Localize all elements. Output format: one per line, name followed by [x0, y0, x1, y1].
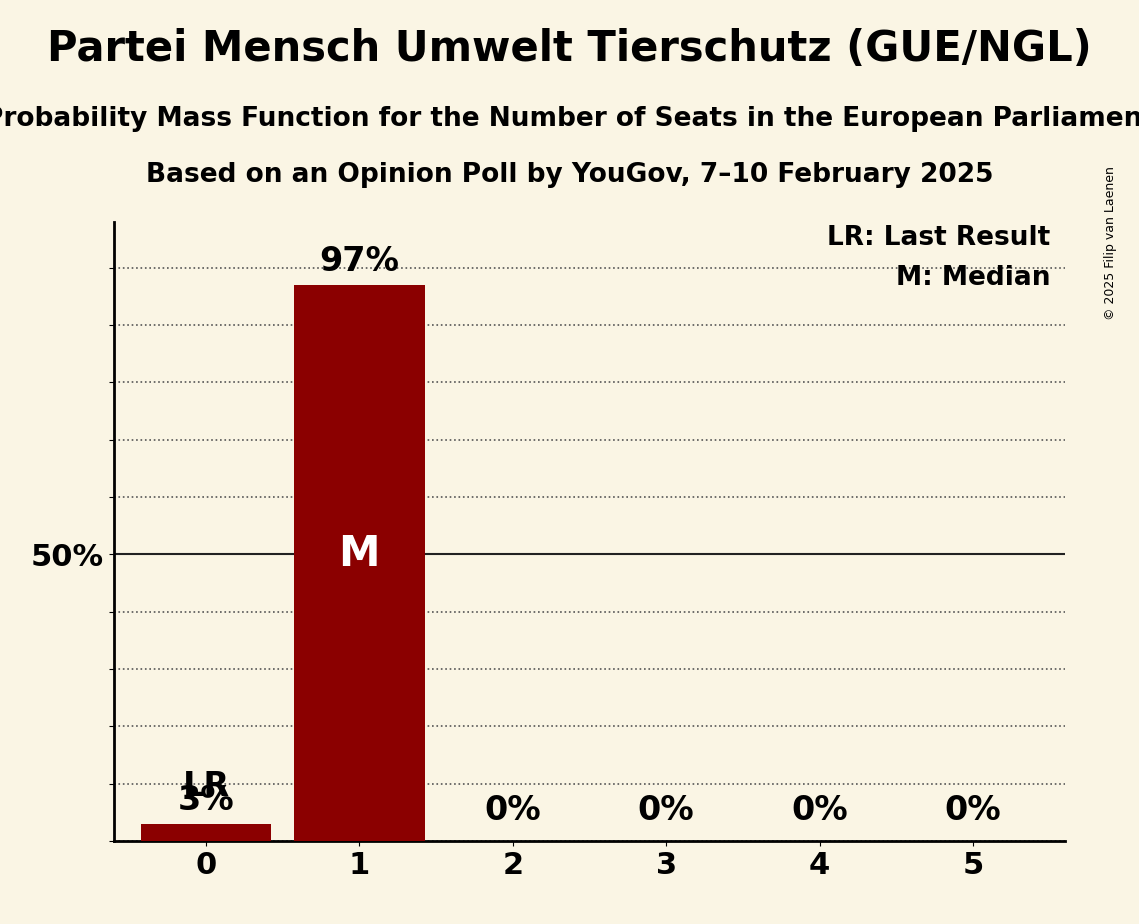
- Text: 97%: 97%: [319, 245, 400, 278]
- Text: 0%: 0%: [638, 794, 695, 826]
- Text: Based on an Opinion Poll by YouGov, 7–10 February 2025: Based on an Opinion Poll by YouGov, 7–10…: [146, 162, 993, 188]
- Text: © 2025 Filip van Laenen: © 2025 Filip van Laenen: [1104, 166, 1117, 321]
- Text: Partei Mensch Umwelt Tierschutz (GUE/NGL): Partei Mensch Umwelt Tierschutz (GUE/NGL…: [47, 28, 1092, 69]
- Text: Probability Mass Function for the Number of Seats in the European Parliament: Probability Mass Function for the Number…: [0, 106, 1139, 132]
- Bar: [141, 823, 271, 841]
- Text: M: Median: M: Median: [896, 265, 1050, 291]
- Bar: [294, 285, 425, 841]
- Text: 0%: 0%: [484, 794, 541, 826]
- Text: LR: LR: [182, 770, 229, 803]
- Text: 0%: 0%: [944, 794, 1001, 826]
- Text: 0%: 0%: [792, 794, 847, 826]
- Text: LR: Last Result: LR: Last Result: [827, 225, 1050, 250]
- Text: 3%: 3%: [178, 784, 235, 817]
- Text: M: M: [338, 533, 380, 576]
